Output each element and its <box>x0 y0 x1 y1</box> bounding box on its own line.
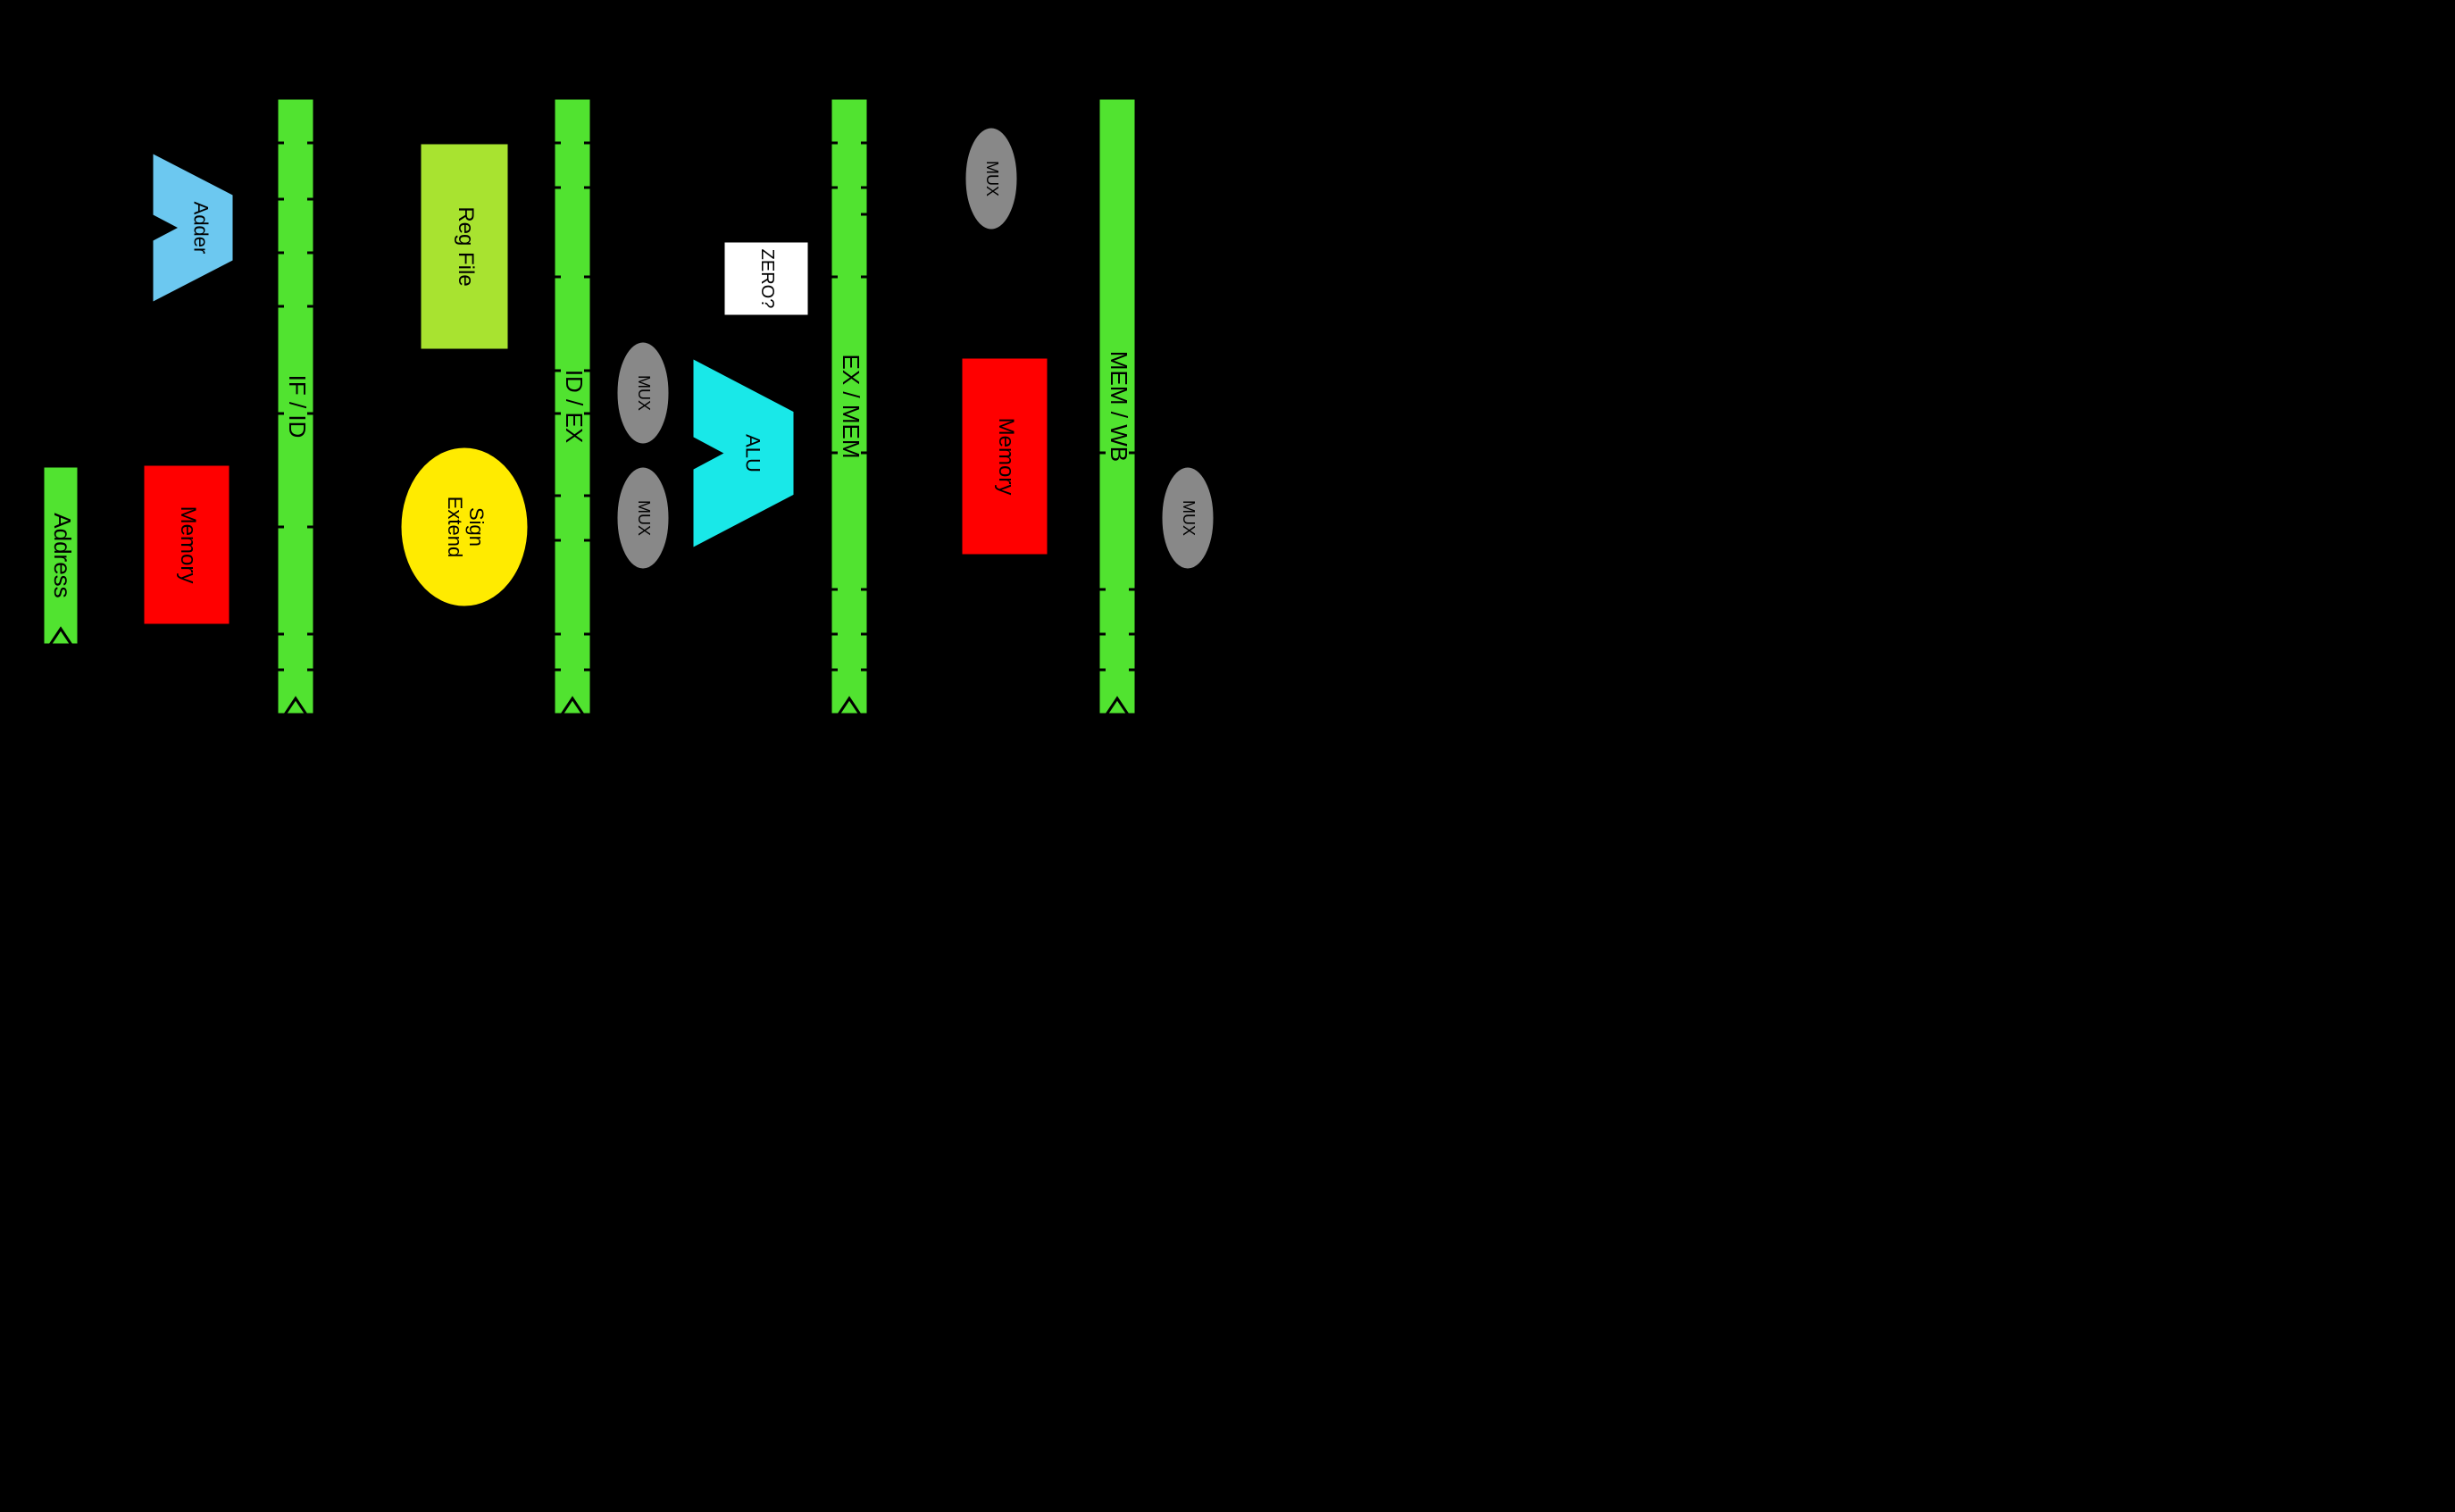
svg-text:ZERO?: ZERO? <box>757 249 777 309</box>
pipe-reg-if_id-label: IF / ID <box>284 375 311 439</box>
svg-text:Memory: Memory <box>994 418 1018 496</box>
pipe-reg-mem_wb: MEM / WB <box>1098 98 1136 714</box>
svg-text:MUX: MUX <box>1180 500 1198 536</box>
svg-text:MUX: MUX <box>983 161 1001 196</box>
address-reg: Address <box>43 466 79 645</box>
svg-text:Adder: Adder <box>190 202 213 255</box>
svg-text:ALU: ALU <box>742 434 764 472</box>
reg-file: Reg File <box>420 143 509 350</box>
mux-mux_pc: MUX <box>964 127 1018 230</box>
svg-text:MUX: MUX <box>635 375 653 411</box>
pipeline-diagram: IF / ID ID / EX EX / MEM MEM / WB Address Mem… <box>0 0 1340 825</box>
pipe-reg-id_ex-label: ID / EX <box>561 370 588 443</box>
svg-text:Reg File: Reg File <box>454 206 478 286</box>
svg-text:MUX: MUX <box>635 500 653 536</box>
dmem: Memory <box>961 357 1048 556</box>
sign-extend: SignExtend <box>400 447 529 607</box>
svg-text:Memory: Memory <box>176 506 200 584</box>
mux-mux_wb: MUX <box>1161 466 1215 570</box>
imem: Memory <box>143 464 230 625</box>
mux-mux_a: MUX <box>616 341 670 445</box>
pipe-reg-ex_mem-label: EX / MEM <box>838 354 864 458</box>
mux-mux_b: MUX <box>616 466 670 570</box>
pipe-reg-if_id: IF / ID <box>277 98 314 714</box>
pipe-reg-id_ex: ID / EX <box>554 98 591 714</box>
svg-text:4: 4 <box>127 264 138 287</box>
zero-detect: ZERO? <box>723 241 809 316</box>
address-reg-label: Address <box>49 513 76 597</box>
pipe-reg-ex_mem: EX / MEM <box>831 98 868 714</box>
pipe-reg-mem_wb-label: MEM / WB <box>1106 351 1132 462</box>
